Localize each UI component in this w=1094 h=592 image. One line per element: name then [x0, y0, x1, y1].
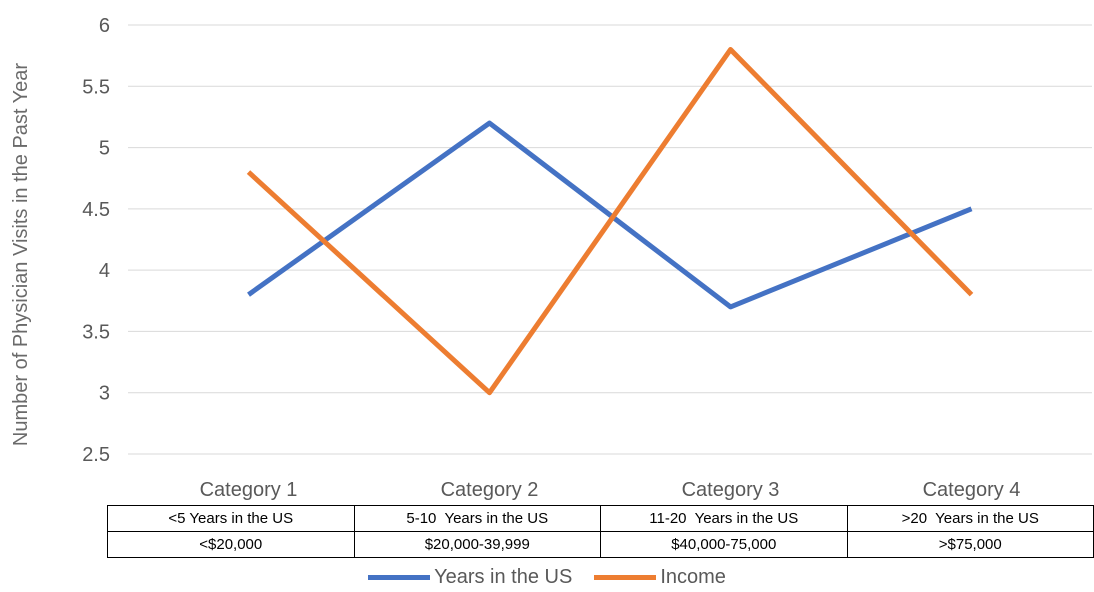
- y-tick-label: 6: [99, 15, 110, 37]
- y-axis-title-wrap: Number of Physician Visits in the Past Y…: [4, 24, 40, 484]
- series-line-years: [247, 120, 973, 310]
- series-line-income: [246, 47, 974, 396]
- category-table: <5 Years in the US 5-10 Years in the US …: [107, 505, 1094, 558]
- legend-swatch-years: [368, 575, 431, 580]
- x-tick-label: Category 2: [441, 479, 539, 501]
- x-tick-label: Category 1: [200, 479, 298, 501]
- table-cell: 11-20 Years in the US: [600, 505, 848, 532]
- legend: Years in the US Income: [0, 566, 1094, 589]
- table-cell: <$20,000: [107, 531, 355, 558]
- table-cell: $40,000-75,000: [600, 531, 848, 558]
- y-tick-label: 4.5: [82, 199, 110, 221]
- x-tick-label: Category 4: [923, 479, 1021, 501]
- table-cell: >$75,000: [846, 531, 1094, 558]
- legend-swatch-income: [594, 575, 657, 580]
- y-tick-label: 5.5: [82, 76, 110, 98]
- y-axis-title: Number of Physician Visits in the Past Y…: [10, 62, 33, 446]
- table-cell: 5-10 Years in the US: [353, 505, 601, 532]
- table-row: <5 Years in the US 5-10 Years in the US …: [107, 505, 1094, 532]
- legend-item-years[interactable]: Years in the US: [368, 566, 572, 589]
- y-tick-label: 5: [99, 138, 110, 160]
- y-tick-label: 3.5: [82, 321, 110, 343]
- table-row: <$20,000 $20,000-39,999 $40,000-75,000 >…: [107, 531, 1094, 558]
- y-tick-label: 4: [99, 260, 110, 282]
- table-cell: $20,000-39,999: [353, 531, 601, 558]
- legend-label-years: Years in the US: [434, 566, 573, 588]
- y-tick-label: 2.5: [82, 444, 110, 466]
- table-cell: <5 Years in the US: [107, 505, 355, 532]
- legend-item-income[interactable]: Income: [594, 566, 726, 589]
- y-tick-label: 3: [99, 383, 110, 405]
- x-tick-label: Category 3: [682, 479, 780, 501]
- table-cell: >20 Years in the US: [846, 505, 1094, 532]
- legend-label-income: Income: [660, 566, 726, 588]
